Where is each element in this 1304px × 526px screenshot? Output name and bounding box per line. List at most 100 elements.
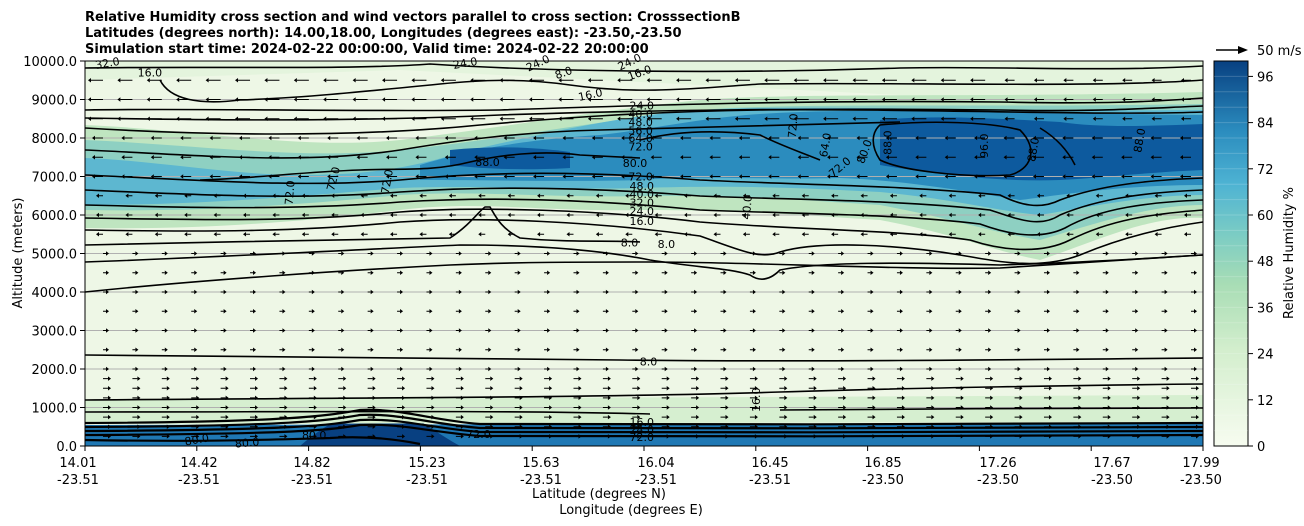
wind-vector-head-icon (1135, 251, 1139, 256)
contour-label: 80.0 (234, 435, 260, 450)
x-tick-label-lon: -23.51 (406, 473, 448, 488)
wind-vector-head-icon (650, 155, 654, 160)
wind-vector-head-icon (1066, 212, 1070, 218)
wind-vector-head-icon (591, 155, 595, 160)
wind-vector-head-icon (637, 395, 641, 401)
wind-vector-head-icon (194, 270, 198, 275)
wind-vector-head-icon (705, 97, 709, 102)
wind-vector-head-icon (988, 366, 992, 372)
wind-vector-head-icon (503, 155, 507, 160)
wind-vector-head-icon (664, 309, 668, 314)
wind-vector-head-icon (1076, 309, 1080, 314)
wind-vector-head-icon (400, 251, 404, 256)
wind-vector-head-icon (784, 414, 788, 420)
wind-vector-head-icon (1019, 376, 1023, 381)
wind-vector-head-icon (253, 328, 257, 333)
wind-vector-head-icon (1004, 97, 1008, 102)
wind-vector-head-icon (205, 97, 209, 102)
wind-vector-head-icon (196, 405, 200, 410)
wind-vector-head-icon (929, 366, 933, 372)
wind-vector-head-icon (872, 395, 876, 401)
wind-vector-head-icon (164, 366, 168, 372)
wind-vector-head-icon (313, 395, 317, 401)
wind-vector-head-icon (125, 193, 129, 198)
wind-vector-head-icon (311, 309, 315, 314)
wind-vector-head-icon (223, 328, 227, 333)
wind-vector-head-icon (843, 386, 847, 391)
wind-vector-head-icon (135, 366, 139, 372)
wind-vector-head-icon (272, 193, 276, 198)
wind-vector-head-icon (696, 434, 700, 439)
wind-vector-head-icon (431, 405, 435, 410)
wind-vector-head-icon (990, 414, 994, 420)
wind-vector-head-icon (1007, 212, 1011, 218)
wind-vector-head-icon (940, 97, 944, 102)
wind-vector-head-icon (666, 414, 670, 420)
wind-vector-head-icon (341, 289, 345, 295)
wind-vector-head-icon (474, 135, 478, 141)
wind-vector-head-icon (282, 347, 286, 352)
wind-vector-head-icon (372, 376, 376, 381)
wind-vector-head-icon (1137, 395, 1141, 401)
wind-vector-head-icon (911, 97, 915, 102)
wind-vector-head-icon (106, 289, 109, 295)
wind-vector-head-icon (827, 174, 831, 179)
contour-label: 72.0 (630, 431, 655, 444)
wind-vector-head-icon (578, 395, 582, 401)
wind-vector-head-icon (1194, 270, 1197, 275)
wind-vector-head-icon (470, 78, 474, 83)
contour-label: 24.0 (630, 99, 655, 112)
wind-vector-head-icon (1107, 376, 1111, 381)
wind-vector-head-icon (990, 395, 994, 401)
y-tick-label: 5000.0 (32, 248, 78, 263)
wind-vector-head-icon (419, 212, 423, 218)
wind-vector-head-icon (460, 376, 464, 381)
wind-vector-head-icon (323, 116, 327, 121)
wind-vector-head-icon (253, 270, 257, 275)
wind-vector-head-icon (517, 347, 521, 352)
wind-vector-head-icon (1003, 155, 1007, 160)
wind-vector-head-icon (196, 414, 200, 420)
contour-line (85, 244, 1203, 280)
wind-vector-head-icon (1019, 405, 1023, 410)
wind-vector-head-icon (121, 135, 125, 141)
wind-vector-head-icon (166, 414, 170, 420)
wind-vector-head-icon (694, 328, 698, 333)
wind-vector-head-icon (1063, 116, 1067, 121)
wind-vector-head-icon (881, 116, 885, 121)
wind-vector-head-icon (734, 116, 738, 121)
wind-vector-head-icon (341, 347, 345, 352)
wind-vector-head-icon (429, 251, 433, 256)
wind-vector-head-icon (284, 434, 288, 439)
wind-vector-head-icon (343, 414, 347, 420)
wind-vector-head-icon (944, 174, 948, 179)
contour-line (85, 63, 1203, 73)
wind-vector-head-icon (827, 135, 831, 141)
wind-vector-head-icon (327, 135, 331, 141)
wind-vector-head-icon (1048, 376, 1052, 381)
wind-vector-head-icon (811, 366, 815, 372)
wind-vector-head-icon (343, 434, 347, 439)
wind-vector-head-icon (664, 366, 668, 372)
wind-vector-head-icon (537, 193, 541, 198)
colorbar-label: Relative Humidity % (1282, 187, 1297, 319)
wind-vector-head-icon (343, 424, 347, 429)
wind-vector-head-icon (225, 405, 229, 410)
wind-vector-head-icon (944, 155, 948, 160)
contour-label: 72.0 (379, 168, 396, 194)
wind-vector-head-icon (811, 309, 815, 314)
wind-vector-head-icon (576, 270, 580, 275)
wind-vector-head-icon (709, 135, 713, 141)
x-axis-label-longitude: Longitude (degrees E) (559, 503, 703, 518)
wind-vector-head-icon (1121, 135, 1125, 141)
x-tick-label-lat: 15.23 (408, 456, 445, 471)
wind-vector-head-icon (562, 135, 566, 141)
wind-vector-head-icon (1017, 309, 1021, 314)
wind-vector-head-icon (444, 135, 448, 141)
wind-vector-head-icon (813, 414, 817, 420)
wind-vector-head-icon (752, 309, 756, 314)
contour-label: 72.0 (628, 171, 653, 184)
wind-vector-head-icon (370, 309, 374, 314)
wind-vector-head-icon (587, 78, 591, 83)
wind-vector-head-icon (931, 405, 935, 410)
